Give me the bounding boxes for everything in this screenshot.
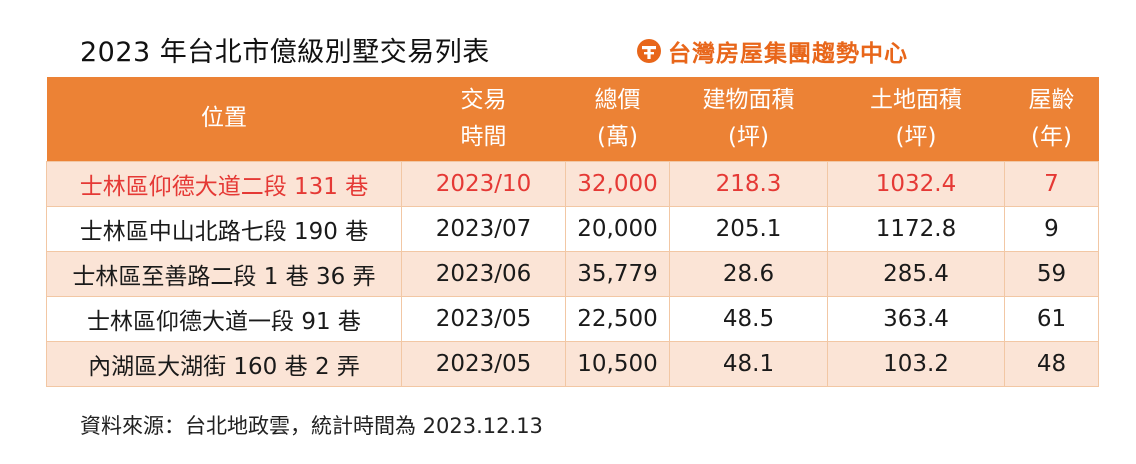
cell-transaction-time: 2023/10 <box>401 160 566 207</box>
cell-location: 士林區仰德大道一段 91 巷 <box>46 295 402 342</box>
header-building-area: 建物面積 (坪) <box>669 77 828 161</box>
cell-total-price: 20,000 <box>565 205 670 252</box>
header-location: 位置 <box>46 77 402 161</box>
cell-building-area: 205.1 <box>669 205 828 252</box>
table-row: 士林區中山北路七段 190 巷 2023/07 20,000 205.1 117… <box>46 205 1099 252</box>
cell-location: 士林區至善路二段 1 巷 36 弄 <box>46 250 402 297</box>
cell-land-area: 1172.8 <box>827 205 1005 252</box>
header-land-area: 土地面積 (坪) <box>827 77 1005 161</box>
cell-building-area: 28.6 <box>669 250 828 297</box>
header-total-price: 總價 (萬) <box>565 77 670 161</box>
cell-house-age: 9 <box>1004 205 1099 252</box>
cell-building-area: 48.1 <box>669 340 828 387</box>
cell-total-price: 22,500 <box>565 295 670 342</box>
cell-total-price: 35,779 <box>565 250 670 297</box>
data-source-note: 資料來源：台北地政雲，統計時間為 2023.12.13 <box>80 414 543 438</box>
header-house-age: 屋齡 (年) <box>1004 77 1099 161</box>
table-row: 內湖區大湖街 160 巷 2 弄 2023/05 10,500 48.1 103… <box>46 340 1099 387</box>
cell-total-price: 10,500 <box>565 340 670 387</box>
cell-location: 士林區仰德大道二段 131 巷 <box>46 160 402 207</box>
villa-transactions-table: 位置 交易 時間 總價 (萬) 建物面積 (坪) 土地面積 (坪) 屋齡 (年) <box>46 77 1099 387</box>
brand-name: 台灣房屋集團趨勢中心 <box>668 41 908 67</box>
header-transaction-time: 交易 時間 <box>401 77 566 161</box>
table-header-row: 位置 交易 時間 總價 (萬) 建物面積 (坪) 土地面積 (坪) 屋齡 (年) <box>46 77 1099 161</box>
cell-land-area: 285.4 <box>827 250 1005 297</box>
cell-land-area: 1032.4 <box>827 160 1005 207</box>
cell-building-area: 218.3 <box>669 160 828 207</box>
cell-location: 士林區中山北路七段 190 巷 <box>46 205 402 252</box>
cell-transaction-time: 2023/07 <box>401 205 566 252</box>
table-row: 士林區至善路二段 1 巷 36 弄 2023/06 35,779 28.6 28… <box>46 250 1099 297</box>
cell-transaction-time: 2023/06 <box>401 250 566 297</box>
table-row: 士林區仰德大道一段 91 巷 2023/05 22,500 48.5 363.4… <box>46 295 1099 342</box>
page-title: 2023 年台北市億級別墅交易列表 <box>80 37 490 68</box>
cell-building-area: 48.5 <box>669 295 828 342</box>
cell-land-area: 103.2 <box>827 340 1005 387</box>
cell-house-age: 61 <box>1004 295 1099 342</box>
cell-location: 內湖區大湖街 160 巷 2 弄 <box>46 340 402 387</box>
cell-house-age: 48 <box>1004 340 1099 387</box>
cell-transaction-time: 2023/05 <box>401 295 566 342</box>
cell-house-age: 7 <box>1004 160 1099 207</box>
taiwan-realty-logo-icon <box>637 39 661 63</box>
table-row: 士林區仰德大道二段 131 巷 2023/10 32,000 218.3 103… <box>46 160 1099 207</box>
cell-land-area: 363.4 <box>827 295 1005 342</box>
brand: 台灣房屋集團趨勢中心 <box>636 34 908 68</box>
cell-transaction-time: 2023/05 <box>401 340 566 387</box>
cell-total-price: 32,000 <box>565 160 670 207</box>
cell-house-age: 59 <box>1004 250 1099 297</box>
